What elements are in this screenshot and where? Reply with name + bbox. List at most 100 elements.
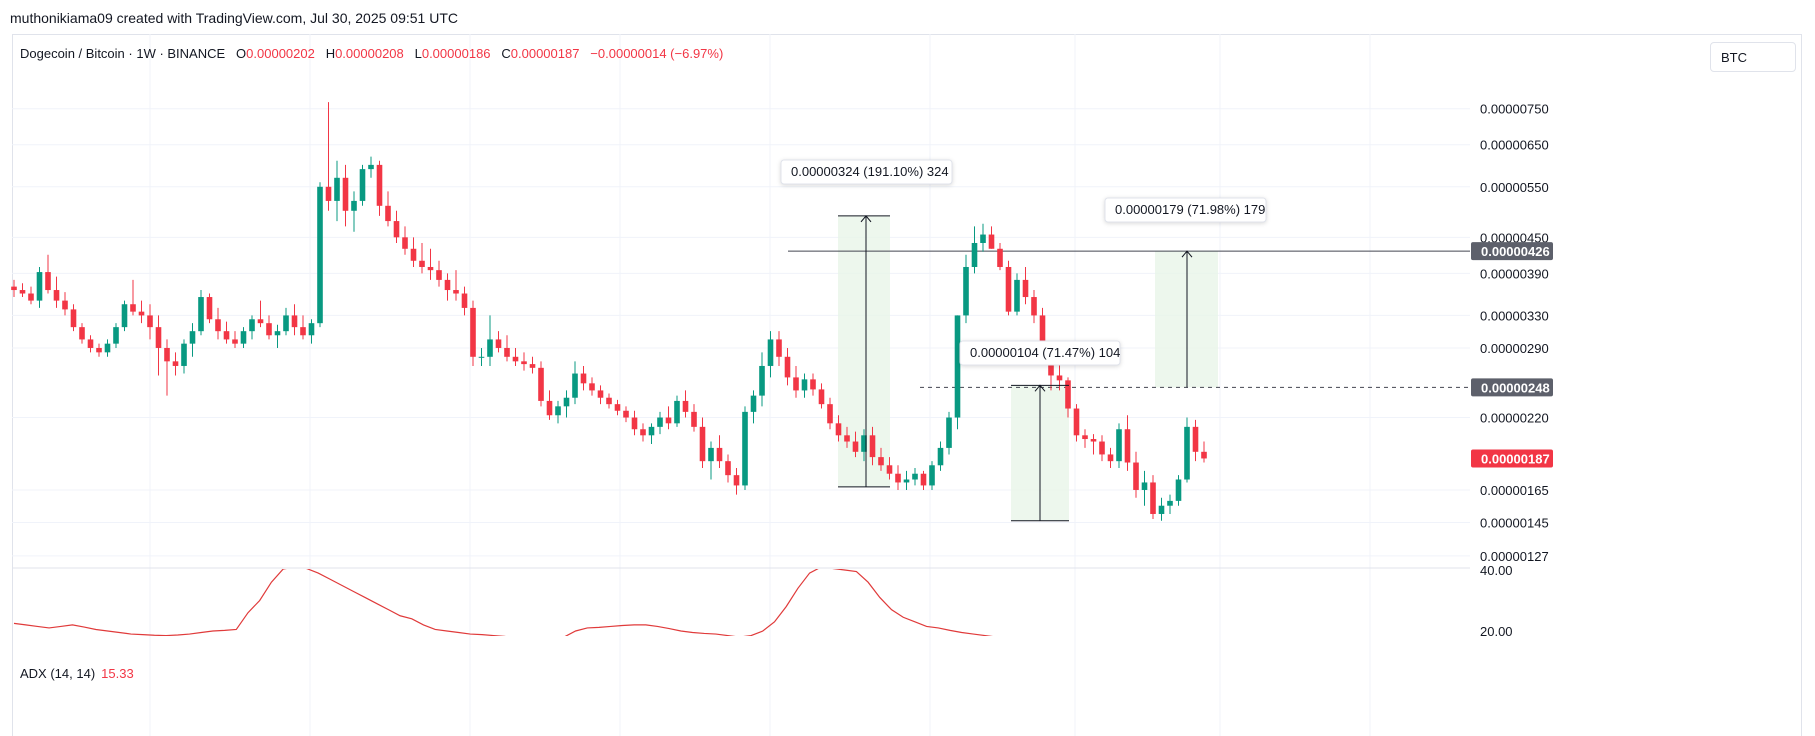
adx-value: 15.33 xyxy=(101,666,134,681)
price-badge-label: 0.00000187 xyxy=(1481,451,1550,466)
candle xyxy=(164,339,170,396)
candle-body xyxy=(801,379,808,391)
candle-body xyxy=(776,339,782,357)
candle-body xyxy=(512,356,519,362)
candle xyxy=(674,395,680,427)
candle-body xyxy=(767,339,774,366)
candle-body xyxy=(334,177,340,201)
candle xyxy=(495,331,502,353)
candle xyxy=(589,377,595,396)
candle xyxy=(920,470,927,490)
candle-body xyxy=(104,343,111,353)
candle xyxy=(810,373,816,396)
candle xyxy=(504,335,510,362)
candle-body xyxy=(470,307,476,357)
measure-tools: 0.00000324 (191.10%) 324 0.00000104 (71.4… xyxy=(780,159,1267,522)
measure-callout xyxy=(1104,197,1267,223)
candle xyxy=(410,237,417,267)
candle xyxy=(62,292,68,316)
candle-body xyxy=(87,339,94,348)
candle xyxy=(963,254,969,324)
candle xyxy=(1141,470,1148,506)
candle-body xyxy=(750,395,757,412)
candle xyxy=(563,390,570,418)
candle xyxy=(1116,423,1122,469)
measure-callout-text: 0.00000104 (71.47%) 104 xyxy=(970,345,1120,360)
currency-button[interactable]: BTC xyxy=(1710,42,1796,72)
candle xyxy=(189,323,196,357)
candle-body xyxy=(903,479,910,483)
candle xyxy=(317,182,323,328)
candle-body xyxy=(1167,500,1173,506)
candle xyxy=(232,331,238,348)
adx-label: ADX (14, 14) xyxy=(20,666,96,681)
low-value: 0.00000186 xyxy=(421,46,491,61)
candle xyxy=(147,304,153,340)
price-badge xyxy=(1471,242,1553,261)
candle xyxy=(223,321,230,344)
price-badge xyxy=(1471,449,1553,468)
candle-body xyxy=(1150,482,1156,514)
candle-body xyxy=(28,293,34,301)
high-value: 0.00000208 xyxy=(335,46,404,61)
candle xyxy=(648,423,655,445)
candle-body xyxy=(419,260,425,267)
candle-body xyxy=(852,441,859,452)
candle-body xyxy=(708,447,714,462)
candle-body xyxy=(198,297,204,332)
candle xyxy=(827,397,833,430)
candle-body xyxy=(1201,451,1207,459)
candle xyxy=(1005,260,1012,316)
candle xyxy=(903,470,910,490)
candle-body xyxy=(810,379,816,390)
candle-body xyxy=(920,473,927,486)
candle-body xyxy=(325,186,332,201)
candle-body xyxy=(699,426,706,462)
candle xyxy=(767,331,774,378)
candle-body xyxy=(631,417,638,430)
candle xyxy=(759,352,765,407)
candle-body xyxy=(402,237,408,249)
price-badge-label: 0.00000426 xyxy=(1481,244,1550,259)
candle-body xyxy=(1090,439,1097,442)
candle xyxy=(130,279,136,316)
candle xyxy=(895,465,901,490)
candle xyxy=(716,435,723,469)
candle-body xyxy=(818,389,825,405)
candle xyxy=(929,461,935,490)
candle xyxy=(300,315,306,340)
candle-body xyxy=(963,266,969,316)
candle-body xyxy=(657,417,663,427)
candle-body xyxy=(835,423,842,436)
low-label: L xyxy=(414,46,422,61)
candle-body xyxy=(19,290,26,294)
candle xyxy=(1065,377,1071,418)
candle xyxy=(419,242,425,274)
measure-callout xyxy=(959,340,1121,366)
candle-body xyxy=(1124,429,1131,463)
candle-body xyxy=(130,304,136,312)
candle xyxy=(181,339,187,374)
candle-body xyxy=(487,339,493,357)
candle xyxy=(172,352,179,376)
candle-body xyxy=(1056,375,1063,381)
candle-body xyxy=(444,279,451,291)
candle-body xyxy=(36,272,43,301)
candle-body xyxy=(427,266,434,271)
candle xyxy=(691,404,697,432)
candle-body xyxy=(572,373,578,398)
candle-body xyxy=(589,383,595,391)
candle-body xyxy=(640,429,646,436)
candle xyxy=(1201,441,1207,463)
price-tick-label: 0.00000127 xyxy=(1480,549,1549,564)
candle-body xyxy=(155,327,162,348)
candle xyxy=(1073,404,1080,442)
candle xyxy=(954,315,961,430)
candle-body xyxy=(1065,380,1071,409)
candle xyxy=(215,307,221,340)
price-axis: 0.00000750 0.00000650 0.00000550 0.00000450… xyxy=(1480,102,1549,564)
candle xyxy=(359,164,366,206)
candle-body xyxy=(96,347,102,353)
candle-body xyxy=(929,465,935,486)
